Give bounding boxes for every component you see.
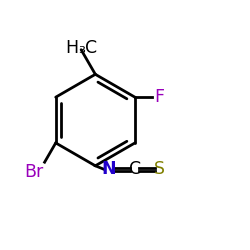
Text: F: F [155,88,165,106]
Text: H: H [66,40,79,58]
Text: C: C [129,160,141,178]
Text: S: S [154,160,165,178]
Text: ₃C: ₃C [79,40,98,58]
Text: Br: Br [24,164,43,182]
Text: N: N [102,160,116,178]
